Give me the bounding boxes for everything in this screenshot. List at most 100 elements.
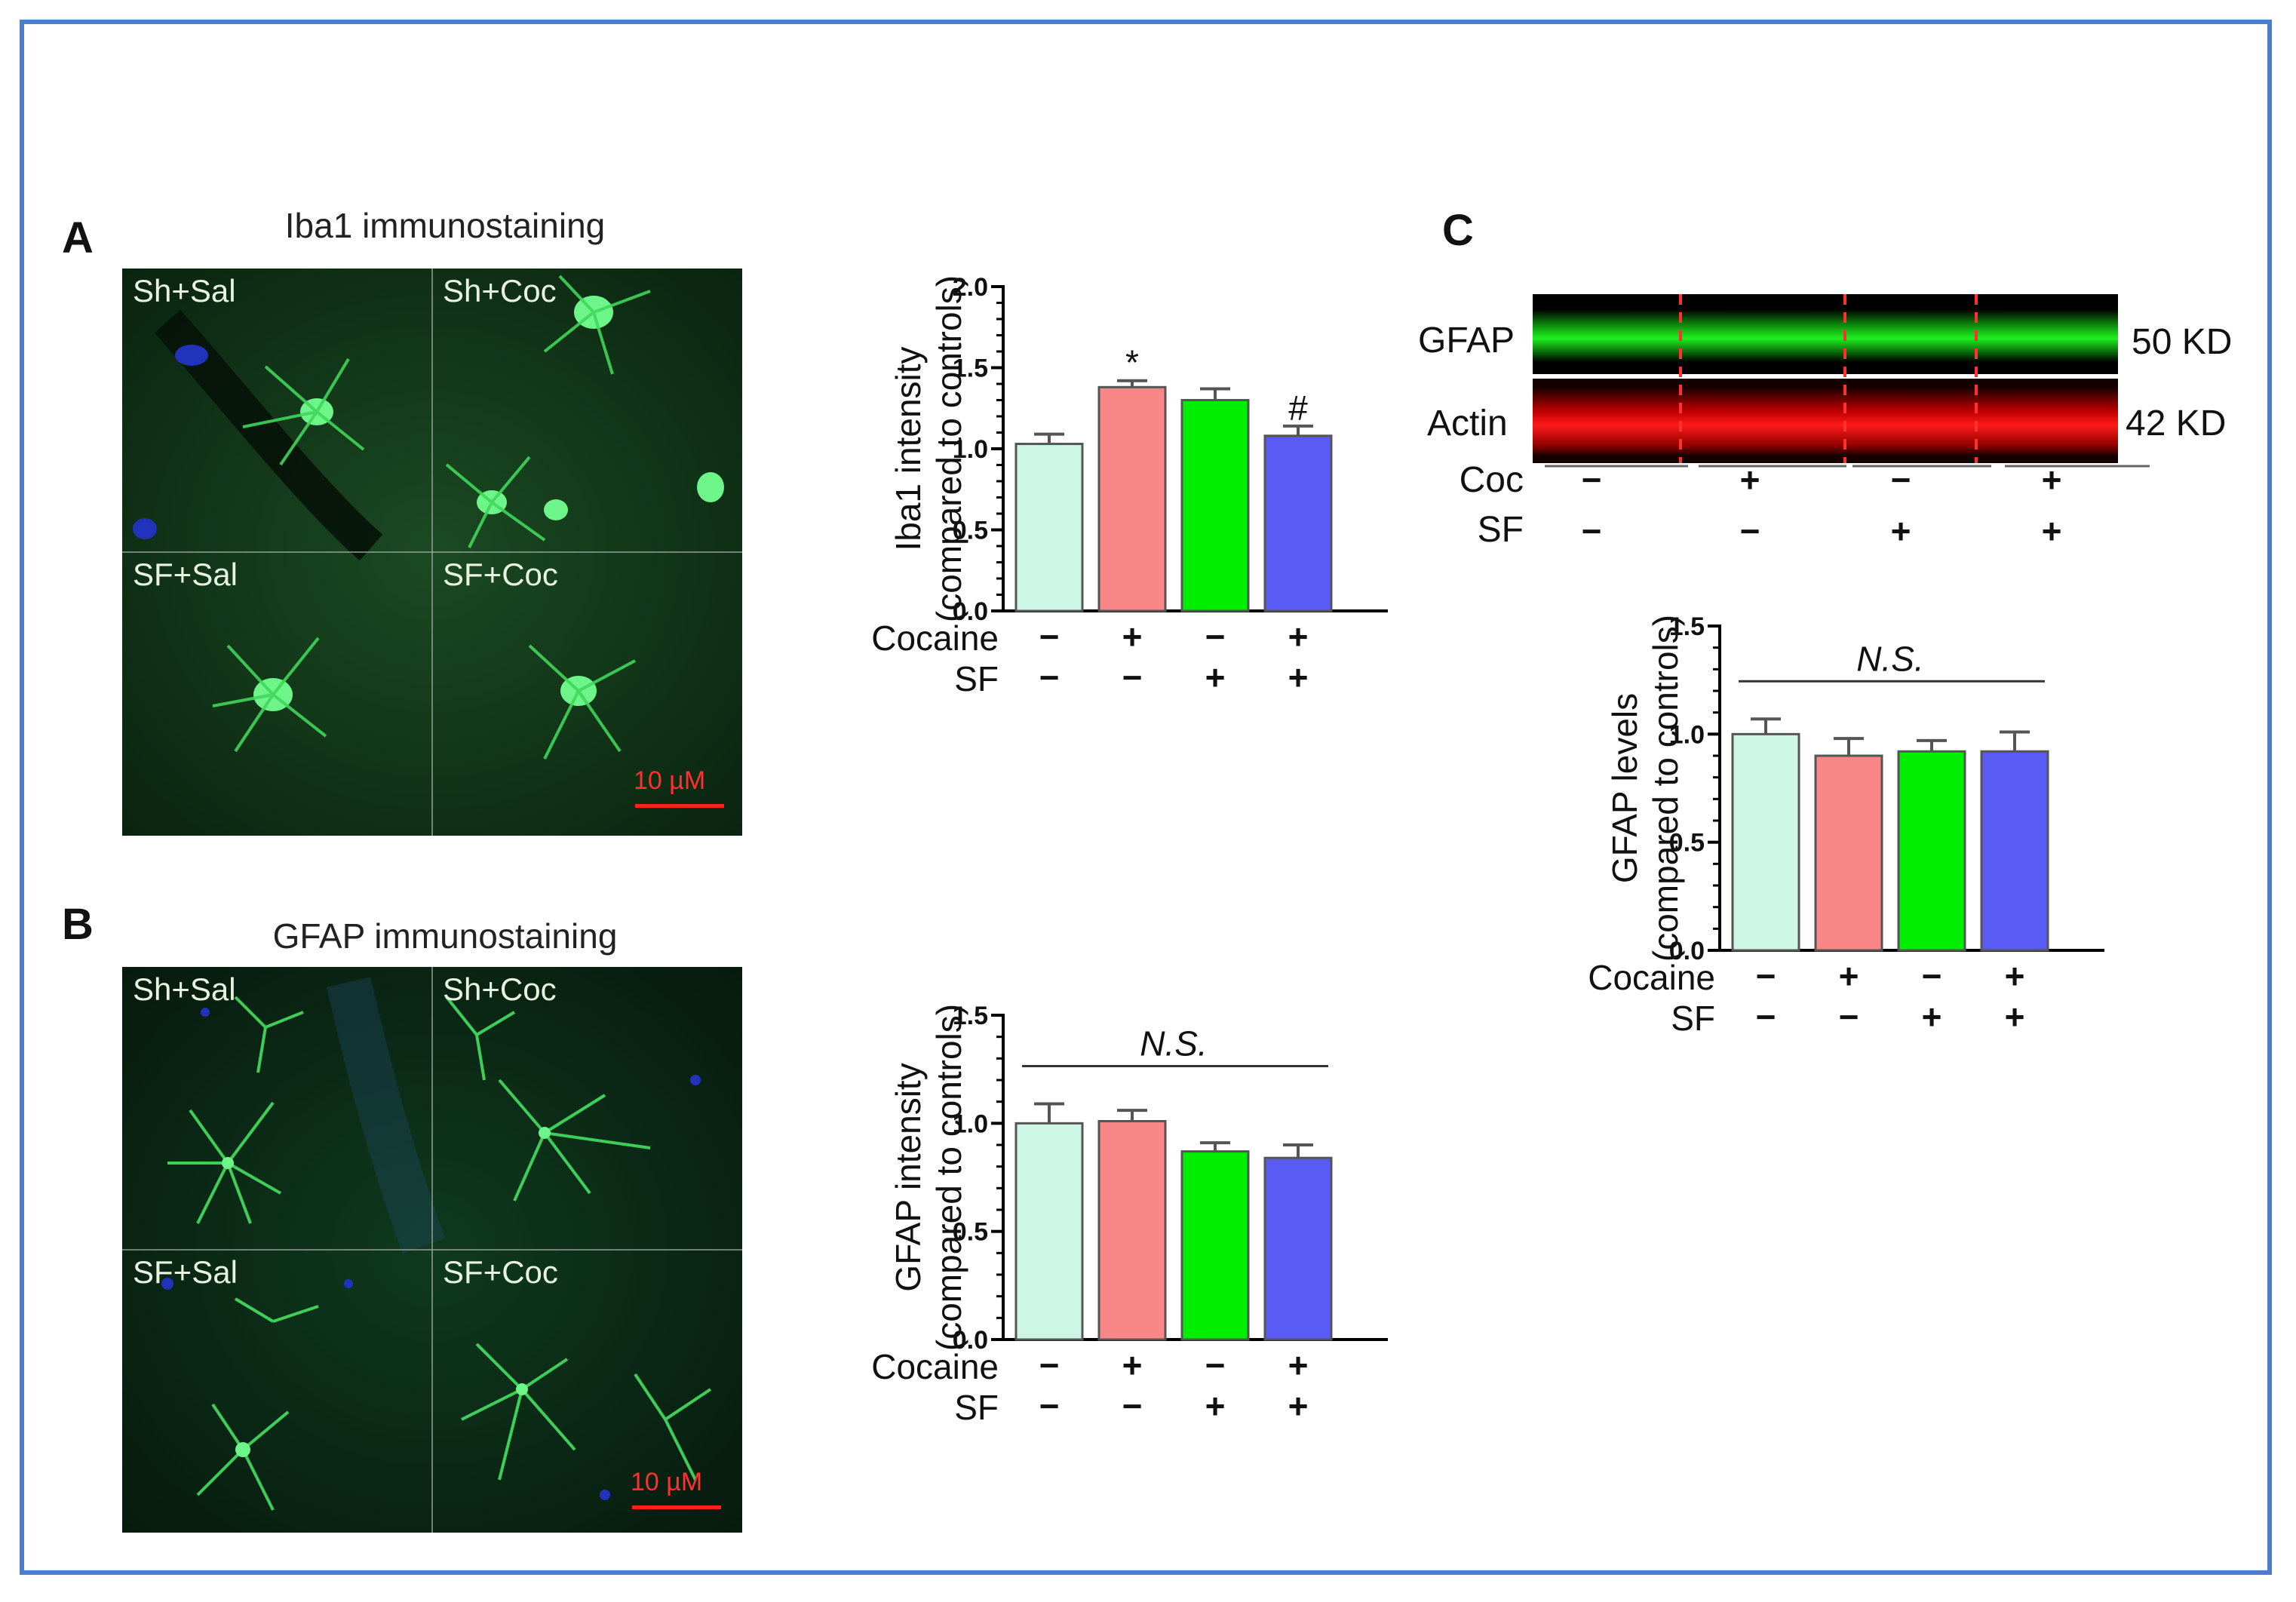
condition-sign: − bbox=[1205, 617, 1226, 656]
y-tick-label: 1.0 bbox=[953, 435, 988, 464]
y-tick-label: 1.5 bbox=[953, 1002, 988, 1030]
quadrant-label: SF+Sal bbox=[133, 557, 238, 592]
y-label-line-1: GFAP intensity bbox=[889, 1063, 928, 1291]
blot-row-label-gfap: GFAP bbox=[1418, 321, 1515, 361]
condition-sign: − bbox=[1922, 956, 1942, 996]
y-tick-label: 1.0 bbox=[953, 1109, 988, 1138]
y-tick-label: 2.0 bbox=[953, 273, 988, 302]
iba1-micrograph: Sh+Sal Sh+Coc SF+Sal SF+Coc 10 µM bbox=[122, 269, 742, 836]
panel-a-letter: A bbox=[62, 213, 94, 262]
bar bbox=[1097, 385, 1167, 612]
condition-sign: + bbox=[1288, 1386, 1309, 1426]
gfap-quadrant-sf-coc: SF+Coc bbox=[432, 1250, 742, 1533]
condition-sign: − bbox=[1756, 997, 1776, 1036]
condition-label: SF bbox=[954, 659, 999, 698]
western-blot-art bbox=[1533, 294, 2118, 463]
quadrant-label: Sh+Coc bbox=[443, 971, 557, 1007]
condition-label: Cocaine bbox=[871, 1347, 999, 1386]
bar bbox=[1731, 732, 1800, 952]
iba1-micrograph-art bbox=[122, 269, 742, 836]
gfap-quadrant-sf-sal: SF+Sal bbox=[122, 1250, 432, 1533]
iba1-quadrant-sh-coc: Sh+Coc bbox=[432, 269, 742, 552]
scalebar bbox=[635, 804, 724, 808]
blot-condition-sign: + bbox=[1740, 460, 1760, 499]
quadrant-label: SF+Coc bbox=[443, 557, 558, 592]
bar bbox=[1814, 754, 1883, 952]
gfap-micrograph-art bbox=[122, 967, 742, 1533]
bar bbox=[1897, 750, 1966, 952]
scalebar bbox=[632, 1505, 721, 1509]
bar bbox=[1180, 399, 1250, 612]
condition-sign: − bbox=[1756, 956, 1776, 996]
condition-sign: + bbox=[1288, 658, 1309, 697]
y-tick-label: 0.0 bbox=[1669, 937, 1705, 965]
bar bbox=[1263, 434, 1333, 612]
y-label-line-1: GFAP levels bbox=[1605, 693, 1644, 883]
y-tick-label: 1.5 bbox=[953, 354, 988, 383]
condition-sign: − bbox=[1039, 1386, 1060, 1426]
scalebar-label: 10 µM bbox=[634, 766, 706, 795]
condition-label: SF bbox=[954, 1388, 999, 1427]
blot-condition-sign: + bbox=[2042, 511, 2062, 551]
quadrant-label: SF+Coc bbox=[443, 1254, 558, 1290]
condition-sign: − bbox=[1122, 1386, 1143, 1426]
quadrant-label: Sh+Sal bbox=[133, 971, 236, 1007]
panel-b-title: GFAP immunostaining bbox=[272, 916, 618, 956]
y-tick-label: 1.5 bbox=[1669, 612, 1705, 641]
condition-sign: + bbox=[2005, 956, 2025, 996]
condition-sign: − bbox=[1039, 1346, 1060, 1385]
condition-sign: − bbox=[1122, 658, 1143, 697]
gfap-quadrant-sh-coc: Sh+Coc bbox=[432, 967, 742, 1250]
y-tick-label: 0.5 bbox=[953, 517, 988, 545]
y-tick-label: 1.0 bbox=[1669, 720, 1705, 749]
y-axis-label: Iba1 intensity (compared to controls) bbox=[889, 275, 968, 622]
y-tick-label: 0.5 bbox=[1669, 829, 1705, 858]
condition-sign: + bbox=[1122, 617, 1143, 656]
y-label-line-2: (compared to controls) bbox=[1646, 615, 1685, 962]
blot-kd-50: 50 KD bbox=[2132, 322, 2233, 362]
blot-condition-sign: + bbox=[2042, 460, 2062, 499]
condition-sign: + bbox=[1839, 956, 1859, 996]
y-label-line-2: (compared to controls) bbox=[929, 1004, 968, 1351]
condition-label: Cocaine bbox=[871, 618, 999, 658]
condition-sign: − bbox=[1039, 658, 1060, 697]
ns-label: N.S. bbox=[1856, 639, 1923, 678]
blot-condition-sign: − bbox=[1891, 460, 1911, 499]
y-axis-label: GFAP intensity (compared to controls) bbox=[889, 1004, 968, 1351]
y-label-line-1: Iba1 intensity bbox=[889, 346, 928, 551]
condition-sign: − bbox=[1839, 997, 1859, 1036]
condition-label: Cocaine bbox=[1588, 958, 1715, 997]
chart-gfap-levels: 0.0 0.5 1.0 1.5 GFAP levels (compared to cont… bbox=[1588, 612, 2104, 1038]
iba1-quadrant-sh-sal: Sh+Sal bbox=[122, 269, 432, 552]
condition-sign: − bbox=[1205, 1346, 1226, 1385]
panel-b-letter: B bbox=[62, 900, 94, 949]
blot-condition-sign: − bbox=[1740, 511, 1760, 551]
panel-a-title: Iba1 immunostaining bbox=[284, 206, 606, 245]
quadrant-label: SF+Sal bbox=[133, 1254, 238, 1290]
blot-coc-label: Coc bbox=[1460, 460, 1524, 500]
quadrant-label: Sh+Coc bbox=[443, 273, 557, 308]
gfap-micrograph: Sh+Sal Sh+Coc SF+Sal SF+Coc 10 µM bbox=[122, 967, 742, 1533]
blot-kd-42: 42 KD bbox=[2126, 404, 2227, 443]
blot-condition-sign: + bbox=[1891, 511, 1911, 551]
condition-sign: − bbox=[1039, 617, 1060, 656]
significance-mark: # bbox=[1288, 388, 1308, 428]
ns-label: N.S. bbox=[1140, 1024, 1207, 1063]
iba1-quadrant-sf-sal: SF+Sal bbox=[122, 552, 432, 836]
western-blot bbox=[1533, 294, 2118, 463]
condition-sign: + bbox=[1122, 1346, 1143, 1385]
y-label-line-2: (compared to controls) bbox=[929, 275, 968, 622]
y-tick-label: 0.5 bbox=[953, 1218, 988, 1247]
condition-sign: + bbox=[1205, 1386, 1226, 1426]
panel-c-letter: C bbox=[1442, 206, 1474, 255]
bar bbox=[1097, 1119, 1167, 1341]
scalebar-label: 10 µM bbox=[631, 1468, 703, 1496]
condition-label: SF bbox=[1671, 999, 1715, 1038]
blot-conditions: Coc SF − + − + − − + + bbox=[1460, 460, 2150, 551]
condition-sign: + bbox=[1205, 658, 1226, 697]
y-tick-label: 0.0 bbox=[953, 1326, 988, 1355]
bar bbox=[1014, 1122, 1084, 1341]
quadrant-label: Sh+Sal bbox=[133, 273, 236, 308]
